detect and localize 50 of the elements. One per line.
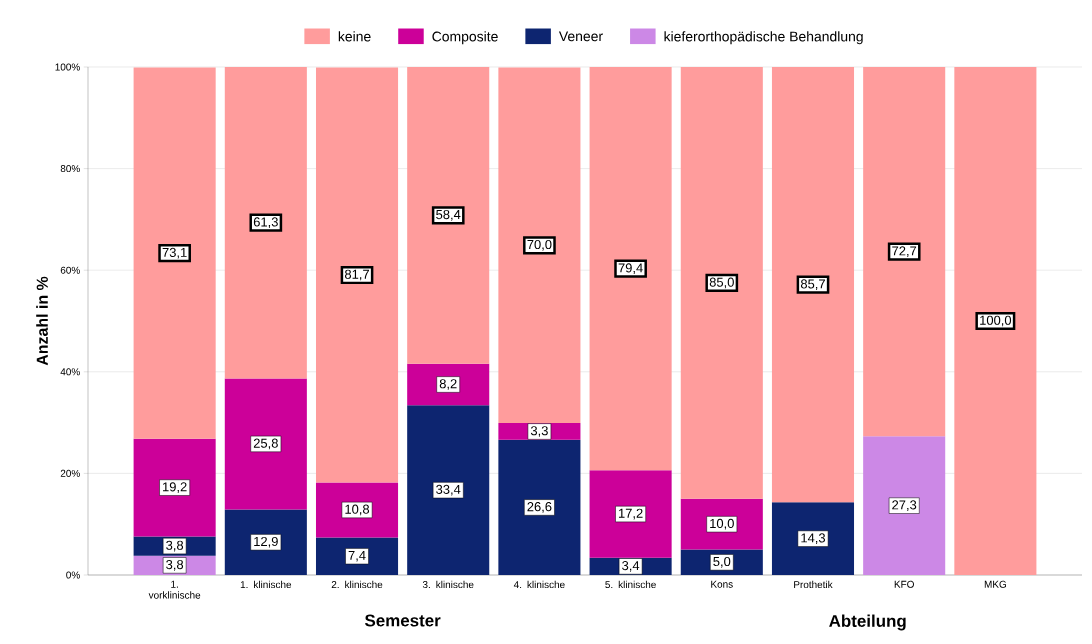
legend-label: Composite (432, 31, 498, 45)
text: Abteilung (829, 614, 906, 631)
data-label: 85,7 (800, 279, 825, 291)
data-label: 72,7 (892, 246, 917, 257)
x-tick-label: Prothetik (794, 580, 833, 589)
data-label: 17,2 (618, 508, 643, 520)
data-label: 8,2 (439, 379, 457, 390)
data-label: 25,8 (253, 438, 278, 450)
data-label: 3,3 (530, 426, 548, 437)
x-tick-label: MKG (984, 580, 1006, 588)
legend-label: Veneer (558, 31, 603, 42)
data-label: 19,2 (163, 482, 187, 493)
data-label: 79,4 (618, 263, 643, 275)
data-label: 5,0 (713, 556, 731, 568)
data-label: 100,0 (980, 315, 1012, 327)
x-tick-label: KFO (894, 580, 914, 588)
data-label: 27,3 (892, 500, 917, 512)
data-label: 70,0 (527, 239, 552, 251)
x-tick-label: 1. klinische (240, 580, 292, 589)
y-axis-title: Anzahl in % (36, 276, 48, 366)
data-label: 3,4 (622, 561, 640, 572)
y-tick-label: 20% (60, 469, 80, 477)
y-tick-label: 0% (66, 571, 80, 579)
data-label: 10,8 (345, 504, 370, 516)
data-label: 3,8 (166, 540, 184, 552)
legend-label: keine (338, 31, 371, 42)
data-label: 7,4 (348, 550, 366, 562)
data-label: 61,3 (253, 217, 278, 229)
x-tick-label: 5. klinische (605, 580, 656, 589)
y-tick-label: 100% (55, 63, 80, 71)
data-label: 10,0 (710, 518, 734, 530)
x-tick-label: 4. klinische (513, 580, 565, 589)
data-label: 26,6 (527, 502, 552, 513)
data-label: 14,3 (801, 533, 826, 545)
data-label: 73,1 (162, 247, 187, 259)
x-tick-label: 1. vorklinische (148, 580, 201, 599)
x-tick-label: Kons (711, 580, 733, 588)
data-label: 33,4 (436, 484, 461, 496)
x-tick-label: 2. klinische (331, 580, 383, 589)
data-label: 3,8 (166, 559, 184, 571)
data-label: 58,4 (436, 209, 461, 221)
x-tick-label: 3. klinische (422, 580, 474, 589)
y-tick-label: 40% (60, 368, 80, 376)
legend-label: kieferorthopädische Behandlung (664, 31, 863, 45)
data-label: 12,9 (254, 536, 278, 548)
y-tick-label: 80% (60, 165, 80, 173)
x-axis-title: Semester (364, 614, 441, 627)
data-label: 81,7 (344, 269, 369, 281)
data-label: 85,0 (709, 277, 734, 289)
y-tick-label: 60% (60, 266, 80, 274)
